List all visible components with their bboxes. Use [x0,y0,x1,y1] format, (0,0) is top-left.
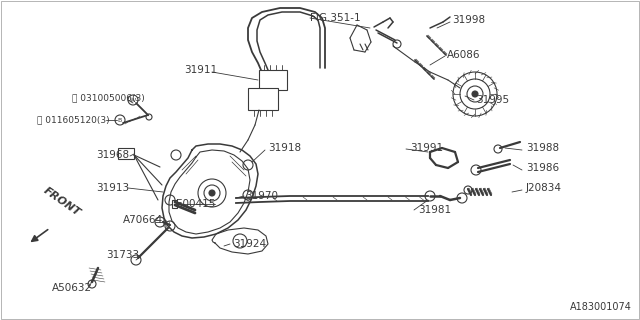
Text: 31995: 31995 [476,95,509,105]
Text: Ⓑ 011605120(3): Ⓑ 011605120(3) [37,116,109,124]
Text: A183001074: A183001074 [570,302,632,312]
Circle shape [209,190,215,196]
Text: 31970: 31970 [245,191,278,201]
Bar [259,70,287,90]
Text: J20834: J20834 [526,183,562,193]
Text: B: B [118,117,122,123]
Text: FRONT: FRONT [42,185,83,218]
Text: A70664: A70664 [123,215,163,225]
Text: 31911: 31911 [184,65,217,75]
Text: 31924: 31924 [233,239,266,249]
Text: 31986: 31986 [526,163,559,173]
Bar [172,200,177,208]
Text: 31733: 31733 [106,250,139,260]
Text: 31991: 31991 [410,143,443,153]
Text: W: W [130,98,136,102]
Text: 31988: 31988 [526,143,559,153]
Text: 31913: 31913 [96,183,129,193]
Bar [248,88,278,110]
Text: 31998: 31998 [452,15,485,25]
Text: 31918: 31918 [268,143,301,153]
Text: A6086: A6086 [447,50,481,60]
Text: 31981: 31981 [418,205,451,215]
Text: Ⓦ 031005006(3): Ⓦ 031005006(3) [72,93,145,102]
Text: E00415: E00415 [176,199,216,209]
Text: FIG.351-1: FIG.351-1 [310,13,360,23]
Circle shape [472,91,478,97]
Text: 31968: 31968 [96,150,129,160]
Text: A50632: A50632 [52,283,92,293]
Bar [118,148,134,159]
